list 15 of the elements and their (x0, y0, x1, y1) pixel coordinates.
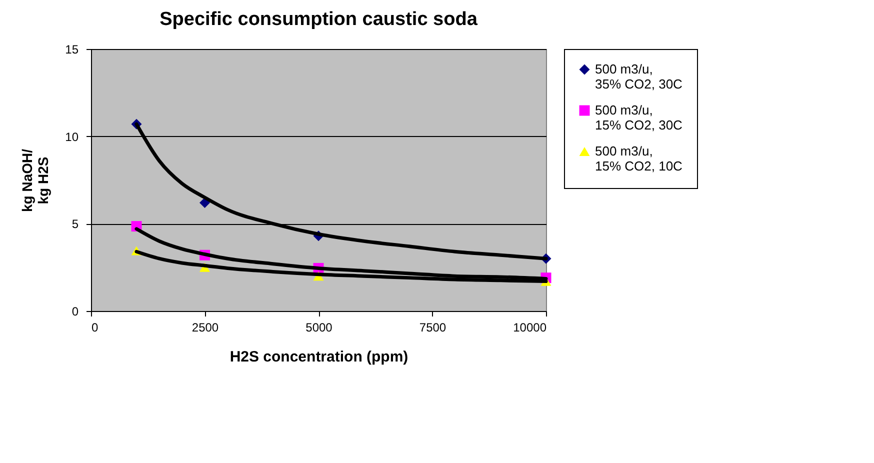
legend-label: 500 m3/u, 35% CO2, 30C (595, 62, 682, 92)
x-tick-label: 10000 (513, 320, 547, 334)
y-tick-label: 0 (72, 304, 79, 318)
chart-title: Specific consumption caustic soda (160, 9, 478, 30)
y-tick-label: 15 (65, 42, 79, 56)
x-tick-label: 0 (92, 320, 98, 334)
y-tick-label: 5 (72, 217, 79, 232)
y-tick-label: 10 (65, 130, 79, 144)
legend-label: 500 m3/u, 15% CO2, 30C (595, 102, 682, 132)
x-tick-label: 5000 (306, 320, 333, 334)
legend-label: 500 m3/u, 15% CO2, 10C (595, 144, 682, 174)
x-tick-label: 7500 (419, 320, 446, 334)
y-axis-title: kg NaOH/ kg H2S (19, 148, 52, 212)
x-axis-title: H2S concentration (ppm) (230, 348, 408, 366)
x-tick-label: 2500 (192, 320, 219, 334)
